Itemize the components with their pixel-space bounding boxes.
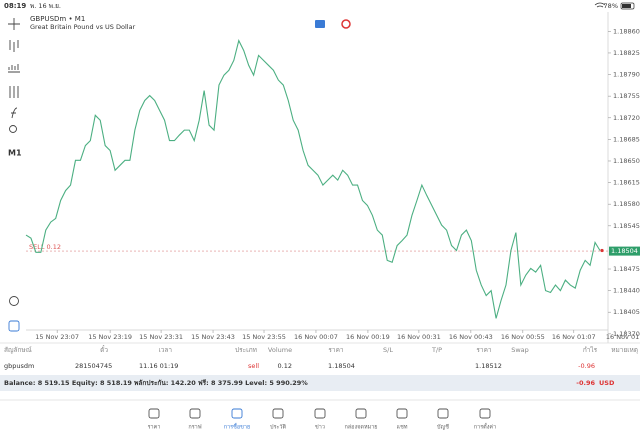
nav-label[interactable]: กล่องจดหมาย	[344, 425, 377, 431]
table-cell: gbpusdm	[4, 362, 34, 370]
battery-icon	[620, 2, 635, 10]
table-header: ตั๋ว	[100, 345, 108, 354]
x-tick-label: 16 Nov 00:31	[397, 333, 441, 341]
table-header: Volume	[268, 346, 292, 354]
y-tick-label: 1.18440	[613, 287, 640, 295]
nav-icon[interactable]	[355, 408, 367, 419]
x-tick-label: 15 Nov 23:55	[242, 333, 286, 341]
table-header: S/L	[383, 346, 393, 354]
y-tick-label: 1.18685	[613, 135, 640, 143]
x-tick-label: 15 Nov 23:19	[88, 333, 132, 341]
nav-label[interactable]: การตั้งค่า	[474, 423, 496, 431]
y-tick-label: 1.18475	[613, 265, 640, 273]
table-header: กำไร	[583, 346, 598, 354]
nav-icon[interactable]	[272, 408, 284, 419]
y-tick-label: 1.18405	[613, 308, 640, 316]
x-tick-label: 16 Nov 00:19	[346, 333, 390, 341]
crosshair-tool[interactable]	[8, 18, 20, 30]
function-tool[interactable]	[11, 107, 18, 119]
nav-icon[interactable]	[396, 408, 408, 419]
price-line	[25, 39, 601, 319]
indicators-tool[interactable]	[8, 64, 20, 73]
symbol: GBPUSDm • M1	[30, 15, 85, 23]
last-point	[600, 248, 604, 253]
table-cell: 1.18512	[475, 362, 502, 370]
table-header: ราคา	[328, 346, 343, 354]
nav-icon[interactable]	[148, 408, 160, 419]
nav-icon[interactable]	[231, 408, 243, 419]
status-date: พ. 16 พ.ย.	[30, 2, 61, 10]
y-tick-label: 1.18790	[613, 71, 640, 79]
last-price-box	[609, 246, 640, 256]
table-cell: 1.18504	[328, 362, 355, 370]
objects-tool[interactable]	[9, 86, 19, 98]
y-tick-label: 1.18755	[613, 92, 640, 100]
nav-label[interactable]: แชท	[397, 424, 408, 431]
summary-profit: -0.96	[576, 379, 595, 387]
y-tick-label: 1.18860	[613, 27, 640, 35]
table-cell: 281504745	[75, 362, 112, 370]
shapes-tool[interactable]	[9, 125, 17, 133]
x-tick-label: 16 Nov 01:07	[552, 333, 596, 341]
table-cell: -0.96	[578, 362, 595, 370]
nav-label[interactable]: ประวัติ	[270, 424, 286, 431]
y-tick-label: 1.18720	[613, 114, 640, 122]
nav-icon[interactable]	[479, 408, 491, 419]
nav-label[interactable]: บัญชี	[437, 424, 449, 431]
table-header: สัญลักษณ์	[4, 346, 32, 354]
battery-fill	[622, 4, 631, 8]
summary-bar	[0, 375, 640, 391]
summary-currency: USD	[599, 379, 615, 387]
table-header: T/P	[431, 346, 442, 354]
table-cell: sell	[248, 362, 259, 370]
nav-label[interactable]: ข่าว	[315, 425, 325, 431]
battery-level: 78%	[604, 2, 618, 10]
table-header: เวลา	[158, 346, 172, 354]
flag-icon	[315, 20, 325, 28]
y-tick-label: 1.18370	[613, 330, 640, 338]
y-tick-label: 1.18580	[613, 200, 640, 208]
nav-icon[interactable]	[437, 408, 449, 419]
timeframe[interactable]: M1	[8, 149, 22, 158]
x-tick-label: 16 Nov 00:55	[501, 333, 545, 341]
table-cell: 0.12	[278, 362, 292, 370]
y-tick-label: 1.18545	[613, 222, 640, 230]
x-tick-label: 16 Nov 01:1	[606, 333, 640, 341]
toolbar	[8, 18, 20, 332]
x-tick-label: 15 Nov 23:07	[35, 333, 79, 341]
y-tick-label: 1.18825	[613, 49, 640, 57]
x-tick-label: 16 Nov 00:43	[449, 333, 493, 341]
order-label: SELL 0.12	[29, 243, 61, 251]
wifi-icon	[594, 2, 606, 8]
last-price-label: 1.18504	[611, 247, 638, 255]
nav-label[interactable]: ราคา	[148, 425, 161, 431]
one-click-trading[interactable]	[9, 296, 19, 306]
y-tick-label: 1.18650	[613, 157, 640, 165]
x-tick-label: 15 Nov 23:31	[139, 333, 183, 341]
signal-icon	[341, 19, 351, 29]
status-time: 08:19	[4, 2, 26, 10]
trade-button[interactable]	[8, 320, 20, 332]
nav-icon[interactable]	[314, 408, 326, 419]
chart-type-tool[interactable]	[9, 40, 19, 52]
table-header: หมายเหตุ	[611, 346, 638, 354]
table-cell: 11.16 01:19	[139, 362, 178, 370]
nav-label[interactable]: กราฟ	[188, 424, 201, 431]
y-tick-label: 1.18615	[613, 179, 640, 187]
nav-label[interactable]: การซื้อขาย	[224, 423, 250, 431]
x-tick-label: 15 Nov 23:43	[191, 333, 235, 341]
summary-text: Balance: 8 519.15 Equity: 8 518.19 พลักป…	[4, 379, 308, 387]
table-header: Swap	[511, 346, 529, 354]
x-tick-label: 16 Nov 00:07	[294, 333, 338, 341]
nav-icon[interactable]	[189, 408, 201, 419]
table-header: ราคา	[476, 346, 491, 354]
table-header: ประเภท	[235, 346, 257, 354]
symbol-description: Great Britain Pound vs US Dollar	[30, 23, 136, 31]
